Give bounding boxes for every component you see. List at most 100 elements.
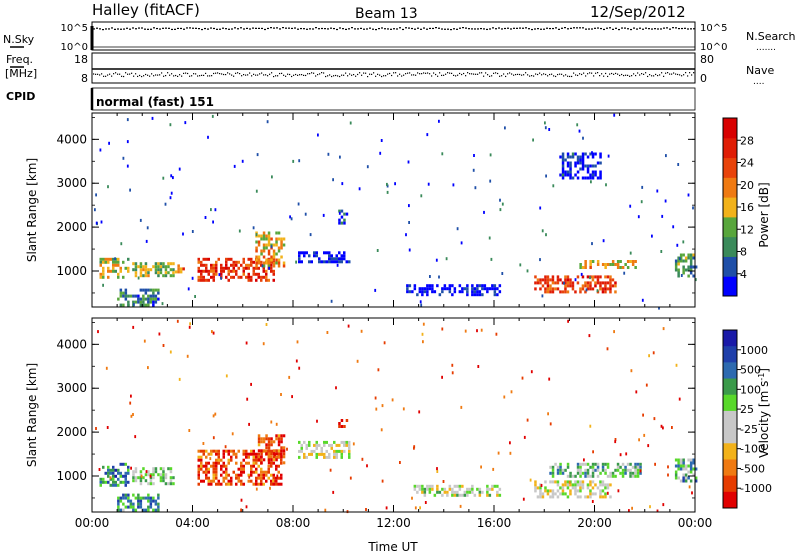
range-cell bbox=[486, 290, 489, 294]
nave-point bbox=[179, 74, 181, 76]
range-cell bbox=[277, 437, 281, 441]
colorbar-tick-label: -25 bbox=[740, 423, 758, 436]
range-cell bbox=[340, 425, 344, 428]
range-cell bbox=[99, 260, 102, 264]
range-cell bbox=[151, 116, 154, 120]
nsky-point bbox=[372, 28, 374, 30]
nave-point bbox=[307, 73, 309, 75]
range-cell bbox=[119, 269, 122, 273]
range-cell bbox=[340, 440, 343, 444]
range-cell bbox=[162, 467, 165, 471]
range-cell bbox=[584, 176, 587, 180]
range-cell bbox=[250, 275, 253, 279]
range-cell bbox=[277, 464, 280, 468]
range-cell bbox=[157, 271, 160, 275]
colorbar-swatch bbox=[723, 394, 737, 412]
range-cell bbox=[544, 126, 547, 130]
range-cell bbox=[164, 271, 168, 275]
nave-point bbox=[193, 73, 195, 75]
range-cell bbox=[471, 284, 474, 288]
range-cell bbox=[267, 440, 271, 444]
range-cell bbox=[280, 240, 283, 244]
range-cell bbox=[636, 474, 640, 478]
range-cell bbox=[112, 483, 115, 487]
nave-point bbox=[239, 73, 241, 75]
range-cell bbox=[599, 170, 602, 174]
range-cell bbox=[639, 465, 642, 469]
range-cell bbox=[315, 446, 318, 450]
range-cell bbox=[117, 496, 120, 500]
range-cell bbox=[224, 445, 227, 449]
nsky-point bbox=[522, 27, 524, 29]
range-cell bbox=[235, 461, 238, 465]
range-cell bbox=[298, 260, 301, 264]
range-cell bbox=[662, 503, 665, 507]
nave-point bbox=[167, 72, 169, 74]
range-cell bbox=[215, 458, 218, 462]
range-cell bbox=[191, 230, 194, 233]
range-cell bbox=[604, 468, 607, 472]
range-cell bbox=[126, 164, 129, 168]
range-cell bbox=[519, 263, 522, 267]
nave-point bbox=[579, 73, 581, 75]
nsearch-tick-top: 10^5 bbox=[700, 23, 727, 34]
range-cell bbox=[614, 281, 617, 285]
nsky-point bbox=[648, 28, 650, 30]
range-cell bbox=[124, 493, 128, 497]
range-cell bbox=[257, 449, 261, 453]
range-cell bbox=[262, 255, 266, 259]
nsky-point bbox=[645, 27, 647, 29]
range-cell bbox=[255, 278, 258, 282]
range-cell bbox=[270, 437, 273, 441]
nsky-point bbox=[273, 27, 275, 29]
range-cell bbox=[471, 287, 474, 291]
range-cell bbox=[137, 496, 140, 500]
nsky-point bbox=[585, 28, 587, 30]
range-cell bbox=[139, 265, 143, 269]
range-cell bbox=[220, 482, 223, 486]
range-cell bbox=[147, 268, 150, 272]
range-cell bbox=[463, 493, 467, 497]
range-cell bbox=[589, 173, 592, 177]
nave-point bbox=[419, 73, 421, 75]
range-cell bbox=[684, 464, 688, 468]
range-cell bbox=[225, 473, 228, 477]
nsky-point bbox=[135, 28, 137, 30]
range-cell bbox=[596, 278, 600, 282]
range-cell bbox=[267, 249, 271, 253]
range-cell bbox=[117, 508, 120, 512]
range-cell bbox=[328, 260, 331, 264]
range-cell bbox=[458, 290, 462, 294]
range-cell bbox=[481, 287, 484, 291]
nave-point bbox=[485, 72, 487, 74]
nsky-point bbox=[621, 27, 623, 29]
range-cell bbox=[215, 482, 218, 486]
nave-point bbox=[493, 72, 495, 74]
range-cell bbox=[589, 474, 592, 478]
nsky-point bbox=[249, 28, 251, 30]
range-cell bbox=[124, 496, 128, 500]
range-cell bbox=[318, 257, 321, 261]
nsky-point bbox=[546, 27, 548, 29]
nave-point bbox=[449, 72, 451, 74]
range-cell bbox=[343, 449, 346, 453]
nsky-point bbox=[105, 28, 107, 30]
range-cell bbox=[169, 470, 173, 474]
nave-point bbox=[175, 74, 177, 77]
range-cell bbox=[576, 468, 580, 472]
nave-point bbox=[643, 73, 645, 75]
range-cell bbox=[605, 183, 607, 187]
range-cell bbox=[418, 287, 422, 291]
range-cell bbox=[591, 164, 595, 168]
range-cell bbox=[117, 502, 120, 506]
nsky-point bbox=[657, 28, 659, 30]
range-cell bbox=[268, 266, 270, 270]
range-cell bbox=[99, 483, 102, 487]
range-cell bbox=[182, 267, 185, 271]
range-cell bbox=[394, 182, 396, 186]
nave-point bbox=[465, 75, 467, 77]
range-cell bbox=[493, 290, 497, 294]
range-cell bbox=[589, 480, 592, 484]
range-cell bbox=[601, 290, 605, 294]
range-cell bbox=[222, 479, 225, 483]
